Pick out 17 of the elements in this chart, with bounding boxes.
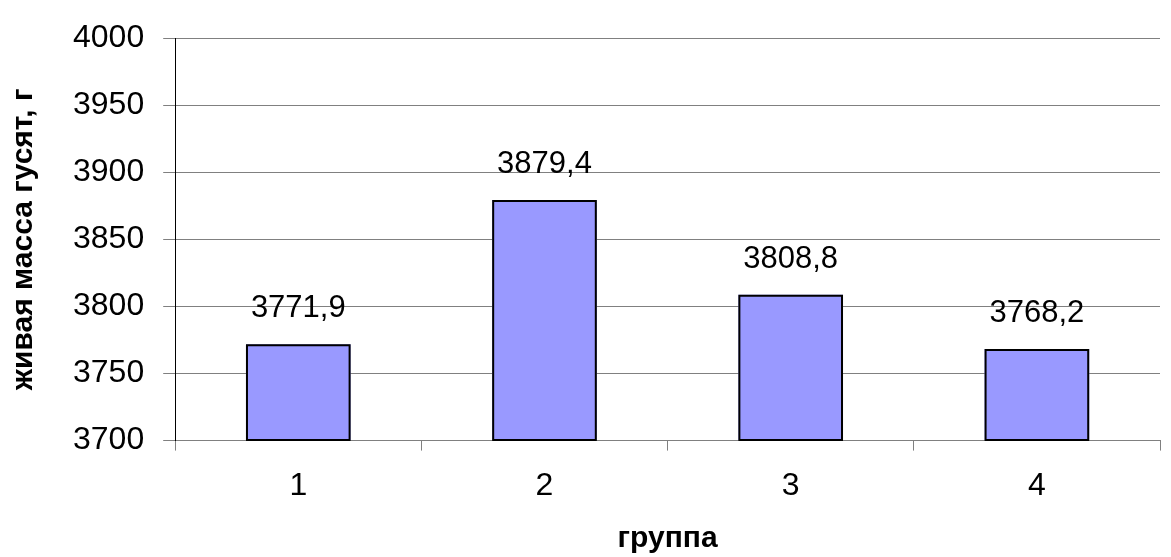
- data-label: 3771,9: [250, 289, 346, 325]
- y-tick-label: 4000: [73, 18, 145, 55]
- y-tick-label: 3750: [73, 353, 145, 390]
- data-label: 3879,4: [497, 145, 592, 181]
- data-label: 3768,2: [989, 294, 1085, 330]
- x-tick-label: 4: [1028, 465, 1046, 502]
- y-tick-label: 3950: [73, 85, 145, 122]
- y-tick-label: 3800: [73, 286, 145, 323]
- x-tick-label: 3: [781, 465, 800, 502]
- y-axis-title: живая масса гусят, г: [5, 88, 39, 392]
- y-tick-label: 3900: [73, 152, 145, 189]
- x-axis-title: группа: [617, 520, 718, 554]
- y-tick-label: 3850: [73, 219, 145, 256]
- data-label: 3808,8: [743, 239, 839, 275]
- x-tick-label: 1: [289, 465, 308, 502]
- y-tick-label: 3700: [73, 420, 145, 457]
- x-tick-label: 2: [535, 465, 554, 502]
